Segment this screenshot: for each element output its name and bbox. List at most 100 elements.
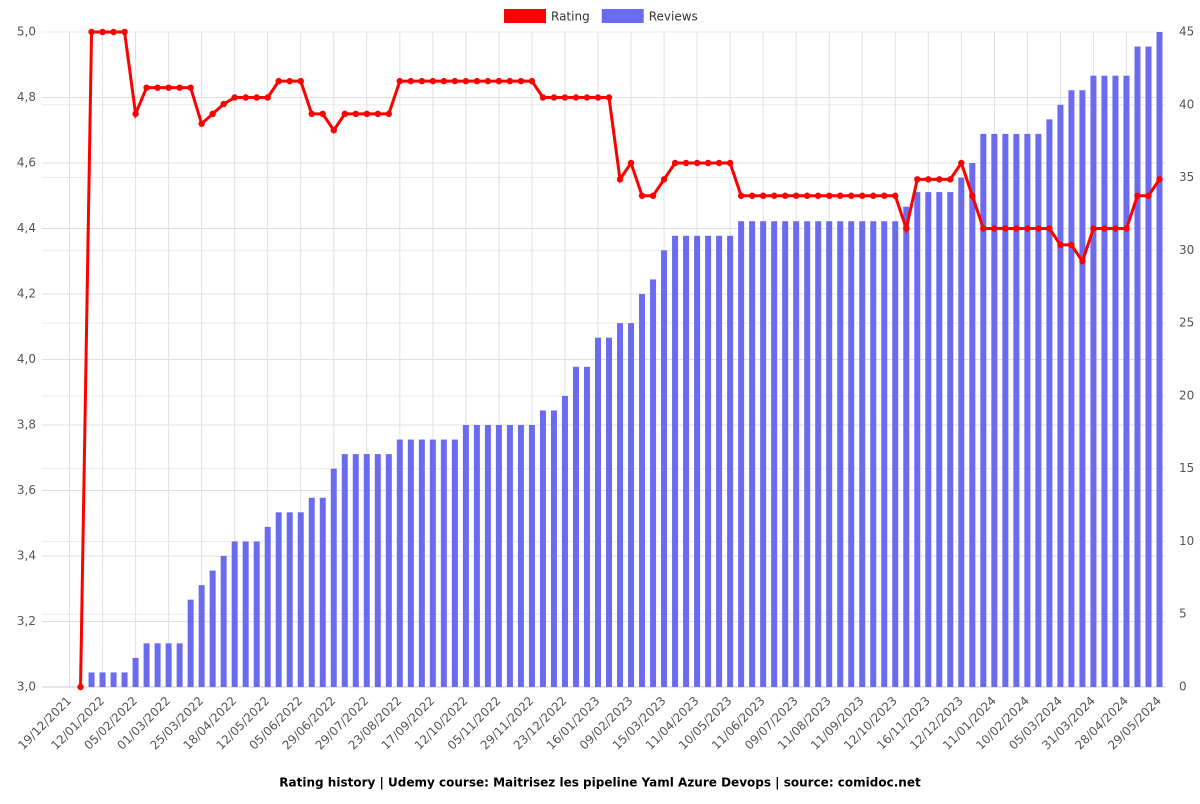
point [682, 159, 690, 167]
point [616, 176, 624, 183]
point [363, 110, 370, 118]
point [440, 77, 448, 85]
bar [462, 425, 469, 687]
point [627, 159, 635, 167]
point [814, 192, 822, 199]
point [517, 77, 525, 85]
point [275, 77, 282, 85]
point [352, 110, 359, 118]
point [209, 110, 216, 118]
y-tick-label: 4,2 [17, 287, 36, 301]
bar [473, 425, 480, 687]
bar [264, 526, 271, 687]
bar [154, 643, 161, 687]
point [1101, 225, 1108, 232]
bar [1035, 133, 1042, 687]
point [1079, 258, 1086, 265]
bar [253, 541, 260, 687]
bar [495, 425, 502, 687]
point [1057, 241, 1064, 249]
bar [661, 250, 668, 688]
point [859, 192, 866, 199]
bar [539, 410, 546, 687]
bar [187, 599, 194, 687]
bar [418, 439, 425, 687]
bar [440, 439, 447, 687]
bar [1079, 90, 1086, 687]
bar [209, 570, 216, 687]
point [451, 77, 459, 85]
point [1024, 225, 1031, 232]
bar [99, 672, 106, 687]
point [1112, 225, 1119, 232]
bar [242, 541, 249, 687]
bar [506, 425, 513, 687]
point [1068, 241, 1075, 249]
bar [815, 221, 822, 687]
point [826, 192, 833, 199]
bar [980, 133, 987, 687]
point [187, 84, 194, 91]
bar [1112, 75, 1119, 687]
y-tick-label: 4,6 [17, 156, 36, 170]
y2-tick-label: 35 [1179, 170, 1194, 184]
bar [804, 221, 811, 687]
bar [1046, 119, 1053, 688]
bar [881, 221, 888, 687]
point [462, 77, 470, 85]
point [925, 176, 932, 183]
point [792, 192, 800, 199]
bar [374, 454, 381, 687]
bar [561, 395, 568, 687]
point [319, 110, 326, 118]
y-tick-label: 4,0 [17, 352, 36, 366]
point [803, 192, 811, 199]
bar [407, 439, 414, 687]
point [308, 110, 315, 118]
y-tick-label: 5,0 [17, 25, 36, 39]
point [132, 110, 139, 118]
point [77, 683, 84, 691]
bar [1134, 46, 1141, 688]
bar [793, 221, 800, 687]
y2-tick-label: 30 [1179, 243, 1194, 257]
point [638, 192, 646, 199]
bar [341, 454, 348, 687]
point [947, 176, 954, 183]
point [693, 159, 701, 167]
point [903, 225, 910, 232]
point [330, 127, 337, 134]
bar [297, 512, 304, 687]
bar [484, 425, 491, 687]
bar [859, 221, 866, 687]
point [220, 100, 227, 108]
y2-tick-label: 45 [1179, 25, 1194, 39]
point [958, 159, 965, 167]
bar [88, 672, 95, 687]
point [143, 84, 150, 91]
point [88, 28, 95, 36]
point [583, 94, 591, 101]
bar [1013, 133, 1020, 687]
y2-tick-label: 40 [1179, 97, 1194, 111]
bar [771, 221, 778, 687]
bar [628, 323, 635, 687]
bar [176, 643, 183, 687]
bar [705, 235, 712, 687]
bar [925, 192, 932, 687]
point [550, 94, 558, 101]
bar [308, 497, 315, 687]
bar [132, 657, 139, 687]
bar [1057, 104, 1064, 688]
point [198, 120, 205, 127]
bar [991, 133, 998, 687]
bar [958, 177, 965, 688]
bar [220, 556, 227, 687]
point [848, 192, 855, 199]
bar [286, 512, 293, 687]
bar [738, 221, 745, 687]
bar [727, 235, 734, 687]
point [837, 192, 844, 199]
bar [396, 439, 403, 687]
